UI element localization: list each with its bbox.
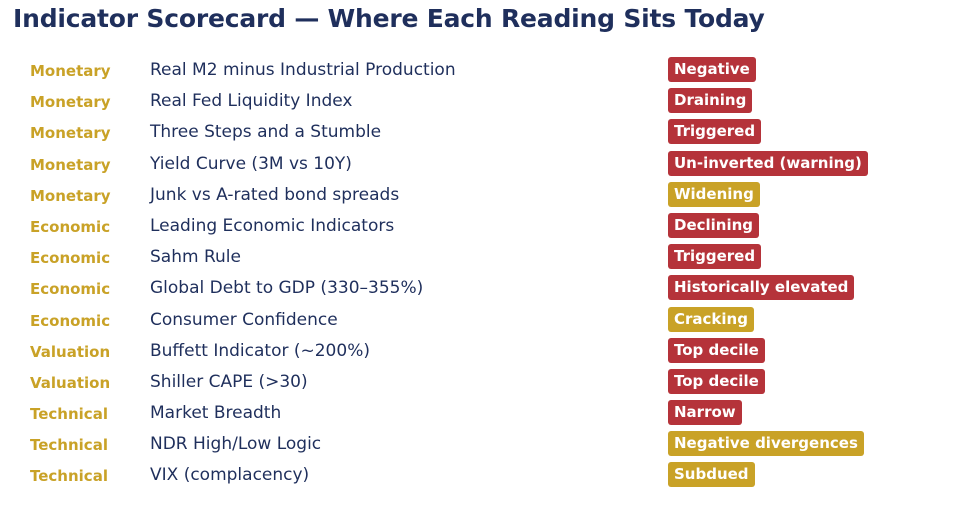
category-label: Technical bbox=[30, 467, 108, 486]
category-label: Economic bbox=[30, 280, 111, 299]
scorecard-row: Technical VIX (complacency) Subdued bbox=[0, 461, 969, 492]
indicator-name: Consumer Confidence bbox=[150, 309, 338, 330]
category-label: Monetary bbox=[30, 155, 111, 174]
scorecard-row: Economic Consumer Confidence Cracking bbox=[0, 306, 969, 337]
scorecard-row: Monetary Real M2 minus Industrial Product… bbox=[0, 56, 969, 87]
status-badge: Declining bbox=[668, 212, 760, 238]
page-title: Indicator Scorecard — Where Each Reading… bbox=[13, 4, 765, 33]
status-badge: Negative bbox=[668, 57, 756, 82]
scorecard-list: Monetary Real M2 minus Industrial Product… bbox=[0, 56, 969, 493]
status-badge: Widening bbox=[668, 181, 760, 207]
category-label: Monetary bbox=[30, 93, 111, 112]
category-label: Valuation bbox=[30, 373, 111, 392]
indicator-name: Buffett Indicator (~200%) bbox=[150, 340, 370, 361]
status-badge: Negative divergences bbox=[668, 431, 864, 457]
scorecard-row: Monetary Junk vs A-rated bond spreads Wide… bbox=[0, 181, 969, 212]
scorecard-row: Valuation Shiller CAPE (>30) Top decile bbox=[0, 368, 969, 399]
status-badge: Draining bbox=[668, 88, 753, 114]
scorecard-row: Economic Leading Economic Indicators Decli… bbox=[0, 212, 969, 243]
indicator-name: Shiller CAPE (>30) bbox=[150, 371, 308, 392]
indicator-name: Real M2 minus Industrial Production bbox=[150, 60, 456, 80]
indicator-name: NDR High/Low Logic bbox=[150, 434, 322, 455]
category-label: Monetary bbox=[30, 124, 111, 143]
category-label: Economic bbox=[30, 311, 111, 330]
status-badge: Triggered bbox=[668, 244, 762, 270]
status-badge: Top decile bbox=[668, 337, 765, 363]
category-label: Economic bbox=[30, 217, 111, 236]
status-badge: Cracking bbox=[668, 306, 754, 332]
status-badge: Narrow bbox=[668, 400, 742, 426]
indicator-name: Yield Curve (3M vs 10Y) bbox=[150, 153, 352, 174]
scorecard-row: Monetary Yield Curve (3M vs 10Y) Un-invert… bbox=[0, 150, 969, 181]
indicator-name: VIX (complacency) bbox=[150, 465, 310, 486]
indicator-name: Three Steps and a Stumble bbox=[150, 122, 382, 143]
status-badge: Top decile bbox=[668, 368, 765, 394]
indicator-name: Leading Economic Indicators bbox=[150, 215, 395, 236]
indicator-name: Sahm Rule bbox=[150, 247, 241, 268]
scorecard-row: Monetary Real Fed Liquidity Index Draining bbox=[0, 87, 969, 118]
scorecard-row: Technical NDR High/Low Logic Negative dive… bbox=[0, 430, 969, 461]
status-badge: Un-inverted (warning) bbox=[668, 150, 868, 176]
status-badge: Subdued bbox=[668, 462, 755, 488]
category-label: Technical bbox=[30, 436, 108, 455]
category-label: Monetary bbox=[30, 62, 111, 80]
indicator-name: Global Debt to GDP (330–355%) bbox=[150, 278, 424, 299]
category-label: Economic bbox=[30, 249, 111, 268]
category-label: Technical bbox=[30, 405, 108, 424]
status-badge: Triggered bbox=[668, 119, 762, 145]
scorecard-row: Valuation Buffett Indicator (~200%) Top de… bbox=[0, 337, 969, 368]
category-label: Monetary bbox=[30, 186, 111, 205]
status-badge: Historically elevated bbox=[668, 275, 855, 301]
indicator-name: Market Breadth bbox=[150, 403, 282, 424]
indicator-name: Junk vs A-rated bond spreads bbox=[150, 184, 400, 205]
scorecard-row: Technical Market Breadth Narrow bbox=[0, 399, 969, 430]
scorecard-row: Economic Global Debt to GDP (330–355%) His… bbox=[0, 274, 969, 305]
category-label: Valuation bbox=[30, 342, 111, 361]
scorecard-row: Economic Sahm Rule Triggered bbox=[0, 243, 969, 274]
indicator-name: Real Fed Liquidity Index bbox=[150, 91, 353, 112]
scorecard-row: Monetary Three Steps and a Stumble Trigger… bbox=[0, 118, 969, 149]
